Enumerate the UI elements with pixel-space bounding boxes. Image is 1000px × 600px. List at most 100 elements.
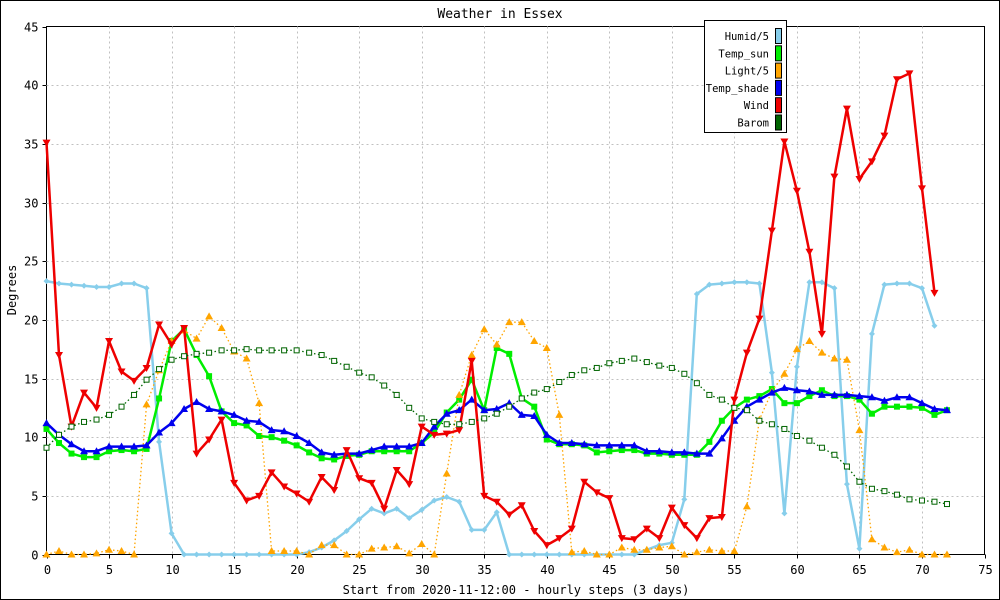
data-point-temp-shade (805, 387, 814, 395)
data-point-barom (468, 418, 475, 425)
data-point-humid-5 (793, 363, 800, 370)
data-point-temp-sun (631, 447, 638, 454)
data-point-light-5 (317, 541, 326, 549)
data-point-light-5 (342, 550, 351, 558)
data-point-temp-shade (880, 396, 889, 404)
data-point-wind (417, 423, 426, 431)
data-point-wind (230, 479, 239, 487)
x-tick-label: 10 (165, 563, 179, 577)
data-point-temp-shade (830, 390, 839, 398)
data-point-humid-5 (518, 551, 525, 558)
data-point-barom (543, 386, 550, 393)
data-point-wind (867, 158, 876, 166)
chart-title: Weather in Essex (437, 7, 562, 22)
data-point-humid-5 (56, 280, 63, 287)
data-point-wind (267, 469, 276, 477)
data-point-light-5 (617, 543, 626, 551)
data-point-temp-sun (318, 455, 325, 462)
x-tick-label: 45 (602, 563, 616, 577)
data-point-humid-5 (118, 280, 125, 287)
data-point-humid-5 (543, 551, 550, 558)
x-tick-label: 15 (227, 563, 241, 577)
data-point-temp-shade (417, 439, 426, 447)
x-tick-label: 20 (290, 563, 304, 577)
data-point-wind (180, 325, 189, 333)
data-point-barom (593, 364, 600, 371)
data-point-wind (705, 515, 714, 523)
data-point-wind (655, 535, 664, 543)
data-point-temp-sun (893, 403, 900, 410)
data-point-barom (806, 437, 813, 444)
data-point-barom (618, 357, 625, 364)
data-point-light-5 (205, 312, 214, 320)
data-point-wind (405, 481, 414, 489)
data-point-wind (530, 528, 539, 536)
data-point-humid-5 (243, 551, 250, 558)
data-point-temp-shade (317, 448, 326, 456)
data-point-humid-5 (156, 438, 163, 445)
data-point-light-5 (867, 535, 876, 543)
data-point-light-5 (280, 546, 289, 554)
data-point-light-5 (517, 318, 526, 326)
data-point-barom (781, 425, 788, 432)
data-point-wind (317, 474, 326, 482)
data-point-barom (243, 346, 250, 353)
data-point-barom (43, 444, 50, 451)
data-point-temp-shade (842, 390, 851, 398)
data-point-barom (318, 352, 325, 359)
data-point-light-5 (105, 545, 114, 553)
data-point-light-5 (367, 544, 376, 552)
data-point-barom (706, 391, 713, 398)
y-tick-label: 35 (24, 138, 38, 152)
data-point-humid-5 (481, 526, 488, 533)
data-point-temp-shade (617, 441, 626, 449)
data-point-barom (756, 417, 763, 424)
data-point-temp-shade (792, 386, 801, 394)
data-point-temp-shade (380, 442, 389, 450)
data-point-barom (556, 379, 563, 386)
data-point-humid-5 (468, 526, 475, 533)
data-point-temp-sun (881, 403, 888, 410)
data-point-light-5 (555, 410, 564, 418)
data-point-temp-shade (242, 416, 251, 424)
y-tick-label: 40 (24, 79, 38, 93)
x-tick-label: 65 (852, 563, 866, 577)
data-point-temp-sun (918, 404, 925, 411)
data-point-humid-5 (831, 285, 838, 292)
data-point-temp-sun (293, 442, 300, 449)
legend-swatch-humid-5 (775, 28, 782, 44)
data-point-barom (193, 350, 200, 357)
data-point-wind (892, 76, 901, 84)
data-point-light-5 (792, 345, 801, 353)
data-point-barom (581, 367, 588, 374)
data-point-barom (881, 488, 888, 495)
series-barom (43, 346, 950, 508)
data-point-humid-5 (743, 279, 750, 286)
data-point-temp-shade (355, 449, 364, 457)
data-point-barom (418, 415, 425, 422)
x-tick-label: 0 (44, 563, 51, 577)
series-temp-shade (42, 383, 951, 458)
data-point-temp-sun (131, 448, 138, 455)
x-tick-label: 75 (978, 563, 992, 577)
data-point-barom (293, 347, 300, 354)
data-point-temp-shade (942, 406, 951, 414)
data-point-barom (906, 496, 913, 503)
data-point-humid-5 (556, 551, 563, 558)
data-point-wind (280, 483, 289, 491)
data-point-light-5 (492, 340, 501, 348)
x-tick-label: 55 (727, 563, 741, 577)
data-point-light-5 (542, 343, 551, 351)
data-point-humid-5 (256, 551, 263, 558)
data-point-humid-5 (868, 330, 875, 337)
legend-swatch-light-5 (775, 62, 782, 79)
data-point-humid-5 (168, 530, 175, 537)
data-point-temp-sun (468, 376, 475, 383)
data-point-humid-5 (856, 545, 863, 552)
data-point-humid-5 (431, 497, 438, 504)
data-point-wind (542, 542, 551, 550)
data-point-temp-shade (280, 427, 289, 435)
legend-label-temp-shade: Temp_shade (706, 83, 769, 95)
data-point-temp-shade (80, 447, 89, 455)
data-point-humid-5 (443, 494, 450, 501)
